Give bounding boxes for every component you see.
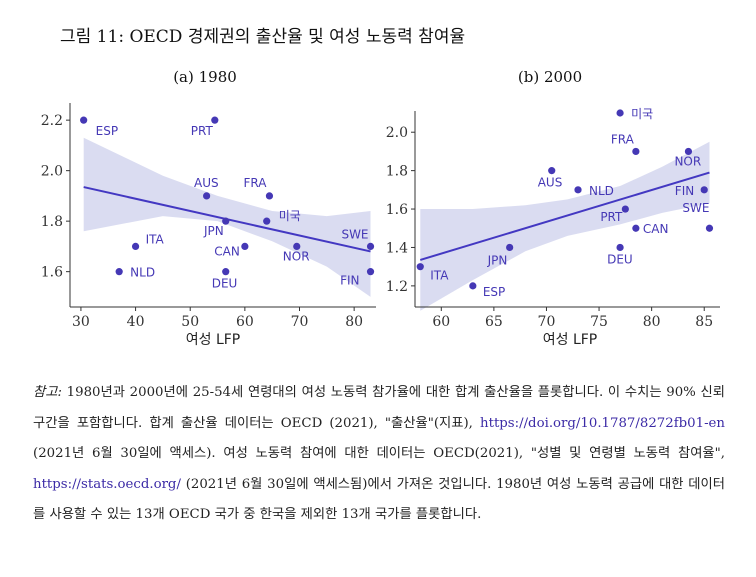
panel-b-point-AUS — [548, 167, 556, 175]
panel-a-x-tick-label: 80 — [345, 314, 363, 330]
panel-a-point-label: AUS — [194, 176, 219, 190]
figure-title: 그림 11: OECD 경제권의 출산율 및 여성 노동력 참여율 — [60, 27, 466, 47]
panel-a-point-NOR — [293, 242, 301, 250]
panel-a-point-CAN — [241, 242, 249, 250]
panel-b-point-label: ITA — [430, 269, 449, 283]
panel-a-point-ITA — [131, 242, 140, 250]
panel-a-point-PRT — [211, 116, 219, 124]
panel-a-y-tick-label: 2.2 — [41, 113, 63, 129]
panel-a-point-SWE — [366, 242, 375, 250]
note-text-2: (2021년 6월 30일에 액세스). 여성 노동력 참여에 대한 데이터는 … — [33, 446, 725, 461]
panel-a-x-tick-label: 60 — [236, 314, 254, 330]
panel-b-point-label: FRA — [611, 132, 635, 146]
panel-b-x-tick-label: 70 — [538, 314, 556, 330]
panel-b-y-tick-label: 1.2 — [386, 279, 408, 295]
panel-a-point-AUS — [203, 192, 211, 200]
panel-b-point-label: NOR — [674, 154, 701, 168]
panel-a-point-JPN — [222, 217, 230, 225]
panel-b-fit-line — [419, 171, 710, 261]
panel-b-point-label: CAN — [643, 222, 669, 236]
panel-b-x-tick-label: 85 — [695, 314, 713, 330]
panel-b-y-tick-label: 1.4 — [386, 240, 408, 256]
panel-b-x-label: 여성 LFP — [543, 332, 598, 348]
panel-a-y-tick-label: 1.6 — [41, 265, 63, 281]
panel-a-point-label: CAN — [214, 244, 240, 258]
panel-b-point-label: DEU — [607, 252, 633, 266]
panel-b-confidence-band — [420, 141, 710, 311]
panel-a-y-tick-label: 1.8 — [41, 214, 63, 230]
panel-b-title: (b) 2000 — [518, 68, 582, 86]
panel-b-point-label: SWE — [682, 201, 709, 215]
panel-b-point-미국 — [616, 109, 624, 117]
figure-charts: (a) 1980 1.6 1.8 2.0 2.2 30 40 50 60 70 80 여성 LFP ES… — [41, 68, 720, 348]
note-text-1: 1980년과 2000년에 25-54세 연령대의 여성 노동력 참가율에 대한… — [33, 385, 725, 431]
panel-b-x-tick-label: 80 — [643, 314, 661, 330]
figure-note: 참고: 1980년과 2000년에 25-54세 연령대의 여성 노동력 참가율… — [33, 378, 725, 531]
note-label: 참고: — [33, 385, 62, 400]
panel-b-x-tick-label: 65 — [485, 314, 503, 330]
note-link-fertility[interactable]: https://doi.org/10.1787/8272fb01-en — [480, 415, 725, 431]
panel-b-point-label: AUS — [538, 176, 563, 190]
panel-a-point-FIN — [366, 268, 375, 276]
panel-a-point-label: FRA — [243, 176, 267, 190]
panel-a-chart: (a) 1980 1.6 1.8 2.0 2.2 30 40 50 60 70 80 여성 LFP ES… — [41, 68, 376, 348]
panel-b-point-FIN — [700, 186, 708, 194]
panel-b-point-JPN — [506, 243, 514, 252]
panel-b-point-SWE — [705, 224, 714, 232]
panel-b-point-FRA — [632, 147, 640, 156]
panel-b-point-ITA — [416, 263, 424, 271]
panel-a-x-tick-label: 70 — [291, 314, 309, 330]
panel-a-confidence-band — [83, 137, 371, 297]
panel-a-point-label: ESP — [96, 124, 118, 138]
panel-a-point-NLD — [115, 268, 123, 276]
panel-a-point-label: PRT — [191, 124, 214, 138]
panel-b-point-label: FIN — [675, 184, 694, 198]
panel-a-x-tick-label: 40 — [127, 314, 145, 330]
panel-b-x-tick-label: 75 — [590, 314, 608, 330]
panel-a-point-label: ITA — [146, 232, 165, 246]
panel-a-point-label: NOR — [283, 249, 310, 263]
panel-a-point-label: 미국 — [279, 209, 301, 223]
panel-b-point-DEU — [616, 243, 624, 252]
panel-b-point-label: PRT — [600, 210, 623, 224]
note-text-3: (2021년 6월 30일에 액세스됨)에서 가져온 것입니다. 1980년 여… — [33, 476, 725, 523]
panel-b-point-ESP — [469, 282, 477, 290]
panel-a-point-label: JPN — [203, 224, 224, 238]
panel-a-y-tick-label: 2.0 — [41, 164, 63, 180]
panel-b-point-label: JPN — [487, 253, 508, 267]
panel-a-x-tick-label: 50 — [181, 314, 199, 330]
panel-b-chart: (b) 2000 1.2 1.4 1.6 1.8 2.0 60 65 70 75 80 85 여성 LF… — [386, 68, 720, 348]
panel-b-point-NOR — [684, 147, 693, 156]
panel-b-y-tick-label: 1.8 — [386, 164, 408, 180]
panel-a-x-tick-label: 30 — [72, 314, 90, 330]
panel-b-point-NLD — [574, 186, 582, 194]
panel-b-point-PRT — [621, 205, 629, 213]
panel-a-point-label: DEU — [212, 277, 238, 291]
panel-a-point-DEU — [222, 268, 230, 276]
panel-b-y-tick-label: 2.0 — [386, 125, 408, 141]
panel-a-point-미국 — [263, 217, 271, 225]
panel-a-point-FRA — [265, 192, 274, 200]
panel-a-x-label: 여성 LFP — [186, 332, 241, 348]
panel-a-title: (a) 1980 — [173, 68, 237, 86]
panel-a-point-label: NLD — [130, 266, 155, 280]
panel-b-point-label: ESP — [483, 285, 505, 299]
panel-a-point-label: FIN — [340, 274, 359, 288]
panel-b-point-label: 미국 — [631, 107, 653, 121]
panel-b-x-tick-label: 60 — [432, 314, 450, 330]
panel-b-y-tick-label: 1.6 — [386, 202, 408, 218]
panel-a-point-label: SWE — [341, 227, 368, 241]
panel-b-point-CAN — [632, 224, 640, 232]
panel-a-point-ESP — [80, 116, 88, 124]
panel-b-point-label: NLD — [589, 184, 614, 198]
note-link-oecd-stats[interactable]: https://stats.oecd.org/ — [33, 476, 181, 492]
